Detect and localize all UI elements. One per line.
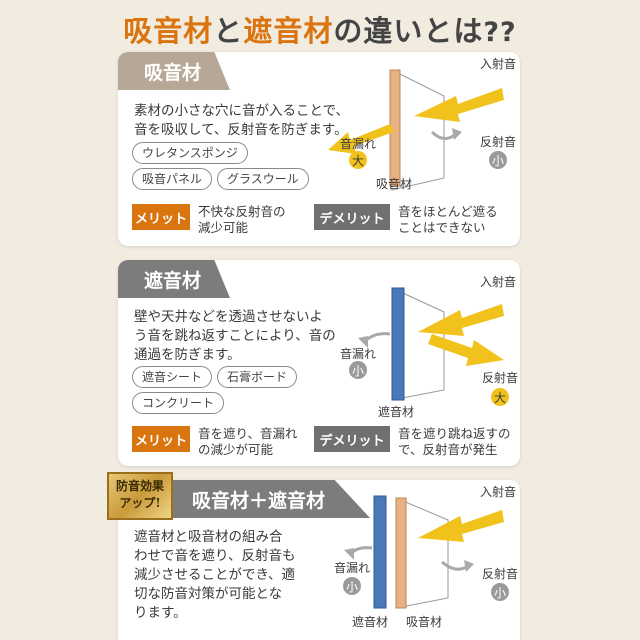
material-label: 遮音材 bbox=[378, 404, 414, 419]
leak-arrow bbox=[328, 124, 394, 154]
incident-label: 入射音 bbox=[480, 274, 516, 289]
absorber-description: 素材の小さな穴に音が入ることで、 音を吸収して、反射音を防ぎます。 bbox=[134, 103, 350, 138]
demerit-label: デメリット bbox=[314, 426, 390, 452]
reflect-label: 反射音 bbox=[482, 566, 518, 581]
leak-size: 小 bbox=[346, 580, 358, 594]
reflect-size-badge bbox=[491, 388, 509, 406]
insulator-layer bbox=[391, 287, 405, 401]
material-label-insulator: 遮音材 bbox=[352, 614, 388, 629]
leak-label: 音漏れ bbox=[340, 136, 376, 151]
absorber-layer bbox=[395, 497, 407, 609]
chip-glass-wool: グラスウール bbox=[217, 168, 309, 190]
chip-urethane-sponge: ウレタンスポンジ bbox=[132, 142, 248, 164]
reflect-label: 反射音 bbox=[480, 134, 516, 149]
title-and: と bbox=[213, 14, 244, 48]
insulator-diagram: 入射音 音漏れ 小 反射音 大 遮音材 bbox=[340, 274, 518, 419]
material-label-absorber: 吸音材 bbox=[406, 614, 442, 629]
leak-size-badge bbox=[349, 151, 367, 169]
panel-combined: 吸音材＋遮音材 遮音材と吸音材の組み合 わせで音を遮り、反射音も 減少させること… bbox=[118, 480, 520, 640]
insulator-layer bbox=[373, 495, 387, 609]
insulator-merit-row: メリット 音を遮り、音漏れ の減少が可能 デメリット 音を遮り跳ね返すの で、反… bbox=[132, 426, 512, 462]
incident-arrow bbox=[418, 510, 504, 542]
insulator-description: 壁や天井などを透過させないよ う音を跳ね返すことにより、音の 通過を防ぎます。 bbox=[134, 309, 336, 363]
merit-text: 不快な反射音の 減少可能 bbox=[198, 204, 286, 235]
chip-gypsum-board: 石膏ボード bbox=[217, 366, 298, 388]
title-difference: の違いとは bbox=[333, 14, 484, 48]
demerit-text: 音を遮り跳ね返すの で、反射音が発生 bbox=[398, 426, 511, 457]
incident-arrow bbox=[418, 304, 504, 336]
absorber-diagram: 入射音 音漏れ 大 反射音 小 吸音材 bbox=[328, 56, 516, 191]
leak-size: 大 bbox=[352, 154, 364, 168]
incident-arrow bbox=[414, 88, 504, 122]
material-label: 吸音材 bbox=[376, 176, 412, 191]
incident-label: 入射音 bbox=[480, 484, 516, 499]
chip-insulation-sheet: 遮音シート bbox=[132, 366, 213, 388]
absorber-merit-row: メリット 不快な反射音の 減少可能 デメリット 音をほとんど遮る ことはできない bbox=[132, 204, 512, 240]
panel-tab-absorber: 吸音材 bbox=[118, 52, 230, 90]
reflect-arrow bbox=[428, 334, 504, 366]
combined-diagram: 入射音 音漏れ 小 反射音 小 遮音材 吸音材 bbox=[334, 484, 518, 629]
chip-concrete: コンクリート bbox=[132, 392, 225, 414]
merit-label: メリット bbox=[132, 426, 190, 452]
leak-label: 音漏れ bbox=[340, 346, 376, 361]
title-absorber: 吸音材 bbox=[123, 14, 214, 48]
reflect-size-badge bbox=[489, 151, 507, 169]
merit-text: 音を遮り、音漏れ の減少が可能 bbox=[198, 426, 298, 457]
leak-size-badge bbox=[349, 361, 367, 379]
page-title: 吸音材と遮音材の違いとは?? bbox=[0, 8, 640, 48]
leak-label: 音漏れ bbox=[334, 560, 370, 575]
panel-sound-insulator: 遮音材 壁や天井などを透過させないよ う音を跳ね返すことにより、音の 通過を防ぎ… bbox=[118, 260, 520, 466]
incident-label: 入射音 bbox=[480, 56, 516, 71]
demerit-label: デメリット bbox=[314, 204, 390, 230]
reflect-size: 小 bbox=[492, 154, 504, 168]
demerit-text: 音をほとんど遮る ことはできない bbox=[398, 204, 498, 235]
chip-absorbing-panel: 吸音パネル bbox=[132, 168, 213, 190]
panel-sound-absorber: 吸音材 素材の小さな穴に音が入ることで、 音を吸収して、反射音を防ぎます。 ウレ… bbox=[118, 52, 520, 246]
insulator-material-chips: 遮音シート 石膏ボード コンクリート bbox=[132, 366, 332, 414]
panel-tab-insulator: 遮音材 bbox=[118, 260, 230, 298]
reflect-size: 小 bbox=[494, 586, 506, 600]
reflect-size: 大 bbox=[494, 391, 506, 405]
leak-size-badge bbox=[343, 577, 361, 595]
absorber-material-chips: ウレタンスポンジ 吸音パネル グラスウール bbox=[132, 142, 332, 190]
reflect-label: 反射音 bbox=[482, 370, 518, 385]
title-insulator: 遮音材 bbox=[243, 14, 334, 48]
reflect-size-badge bbox=[491, 583, 509, 601]
leak-size: 小 bbox=[352, 364, 364, 378]
soundproof-up-badge: 防音効果 アップ! bbox=[107, 472, 173, 520]
merit-label: メリット bbox=[132, 204, 190, 230]
title-question: ?? bbox=[483, 17, 517, 48]
combined-description: 遮音材と吸音材の組み合 わせで音を遮り、反射音も 減少させることができ、適 切な… bbox=[134, 529, 296, 621]
